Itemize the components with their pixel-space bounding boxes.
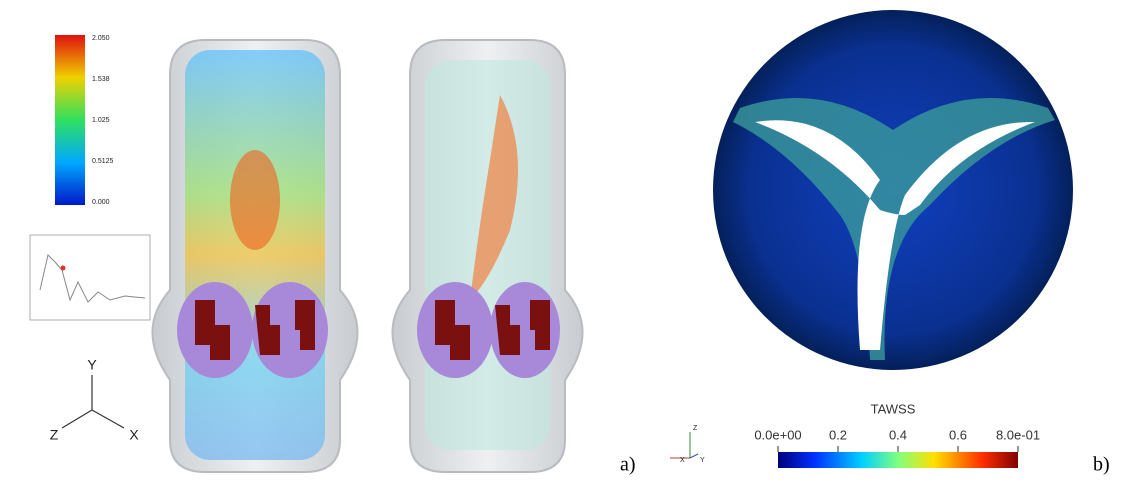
colorbar-label: 2.050	[92, 35, 110, 42]
colorbar-label: 0.4	[889, 427, 907, 442]
aorta-streamlines	[153, 40, 358, 472]
panel-label: a)	[620, 454, 636, 476]
colorbar-a-labels: 2.050 1.538 1.025 0.5125 0.000	[92, 35, 114, 206]
axis-label: Y	[87, 357, 97, 373]
axis-label: Z	[693, 425, 698, 432]
colorbar-b	[778, 452, 1018, 468]
colorbar-label: 0.000	[92, 199, 110, 206]
panel-label: b)	[1093, 454, 1110, 476]
colorbar-label: 1.538	[92, 76, 110, 83]
colorbar-title: TAWSS	[871, 401, 916, 416]
colorbar-label: 0.5125	[92, 158, 114, 165]
inset-plot	[30, 235, 150, 320]
axes-triad-b	[670, 432, 698, 458]
axis-label: X	[680, 457, 685, 464]
axis-label: Y	[700, 457, 705, 464]
colorbar-a	[55, 35, 85, 205]
colorbar-label: 0.6	[949, 427, 967, 442]
axes-triad-a	[62, 375, 124, 428]
colorbar-label: 8.0e-01	[996, 427, 1040, 442]
figure: 2.050 1.538 1.025 0.5125 0.000 Y Z X a)	[0, 0, 1127, 488]
colorbar-label: 0.0e+00	[754, 427, 801, 442]
valve-tawss	[713, 10, 1073, 370]
colorbar-b-labels: 0.0e+00 0.2 0.4 0.6 8.0e-01	[754, 427, 1040, 452]
aorta-volume	[393, 40, 583, 472]
colorbar-label: 1.025	[92, 117, 110, 124]
axis-label: Z	[50, 427, 59, 443]
axis-label: X	[129, 427, 139, 443]
colorbar-label: 0.2	[829, 427, 847, 442]
